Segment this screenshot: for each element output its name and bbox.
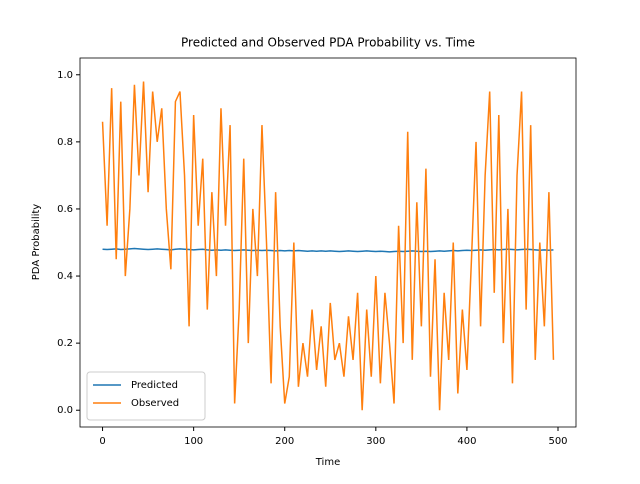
y-tick-label: 0.6 xyxy=(57,204,73,215)
y-tick-label: 0.0 xyxy=(57,405,73,416)
chart-title: Predicted and Observed PDA Probability v… xyxy=(181,36,475,50)
y-tick-label: 0.2 xyxy=(57,338,73,349)
legend-label: Predicted xyxy=(131,380,178,391)
legend-box xyxy=(86,371,206,421)
legend-label: Observed xyxy=(131,398,179,409)
x-tick-label: 200 xyxy=(275,436,294,447)
x-tick-label: 400 xyxy=(457,436,476,447)
plot-frame xyxy=(79,57,577,428)
y-tick-label: 0.4 xyxy=(57,271,73,282)
x-axis-label: Time xyxy=(315,457,340,468)
x-tick-label: 300 xyxy=(366,436,385,447)
y-tick-label: 0.8 xyxy=(57,137,73,148)
series-line xyxy=(101,81,555,411)
x-tick-label: 500 xyxy=(548,436,567,447)
y-axis-label: PDA Probability xyxy=(31,204,42,281)
x-tick-label: 100 xyxy=(184,436,203,447)
x-tick-label: 0 xyxy=(99,436,105,447)
y-tick-label: 1.0 xyxy=(57,70,73,81)
